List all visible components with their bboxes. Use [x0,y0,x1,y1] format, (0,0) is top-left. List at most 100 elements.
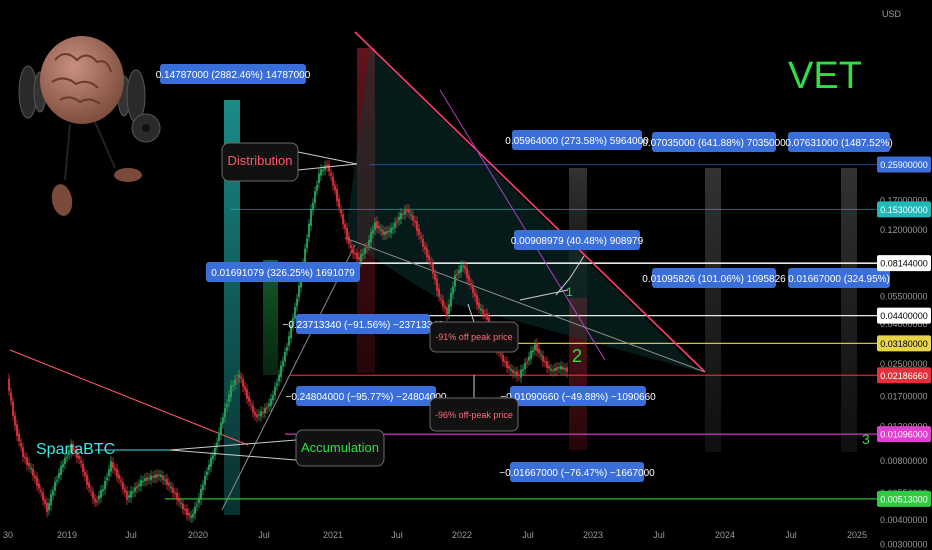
candle [292,313,294,332]
price-level-value: 0.03180000 [880,339,928,349]
candle [396,216,398,228]
price-level-value: 0.08144000 [880,259,928,269]
price-level-tag[interactable]: 0.25900000 [877,156,931,173]
candle [532,345,534,358]
measurement-label: −0.24804000 (−95.77%) −24804000 [286,392,447,403]
candle [416,216,418,237]
candle [48,498,50,516]
price-level-tag[interactable]: 0.15300000 [877,201,931,218]
price-level-tag[interactable]: 0.02186660 [877,367,931,384]
candle [96,495,98,507]
candle [342,209,344,230]
candle [118,469,120,484]
candle [354,248,356,260]
candle [336,183,338,207]
candle [322,165,324,176]
candle [564,363,566,376]
candle [332,171,334,191]
currency-label: USD [882,9,902,19]
measurement-box[interactable]: 0.01691079 (326.25%) 1691079 [206,262,360,282]
price-level-tag[interactable]: 0.04400000 [877,307,931,324]
candle [530,346,532,365]
accumulation-label: Accumulation [301,440,379,455]
price-level-tag[interactable]: 0.00513000 [877,490,931,507]
candle [180,497,182,509]
candle [454,270,456,292]
candle [182,498,184,515]
peak-96-callout[interactable]: -96% off-peak price [429,375,519,432]
measurement-box[interactable]: −0.24804000 (−95.77%) −24804000 [286,386,447,406]
measurement-box[interactable]: 0.00908979 (40.48%) 908979 [511,230,644,250]
measurement-box[interactable]: −0.23713340 (−91.56%) −23713340 [283,314,444,334]
candle [98,490,100,505]
candle [94,493,96,508]
candle [238,369,240,384]
candle [242,374,244,393]
distribution-zone-red-2 [569,298,587,450]
measurement-box[interactable]: 0.01667000 (324.95%) [788,268,890,288]
candle [32,463,34,481]
candle [394,217,396,234]
measurement-box[interactable]: 0.07035000 (641.88%) 7035000 [642,132,786,152]
candle [108,464,110,482]
candle [544,356,546,368]
candle [224,403,226,423]
candle [30,462,32,474]
candle [120,475,122,487]
measurement-label: 0.01691079 (326.25%) 1691079 [211,268,355,279]
candle [426,243,428,263]
brain-mascot-image [18,36,161,216]
candle [184,504,186,515]
peak-91-callout[interactable]: -91% off peak price [429,303,519,353]
candle [218,427,220,447]
candle [362,248,364,261]
candle [326,159,328,172]
price-candles [7,159,569,523]
x-tick-label: 2020 [188,530,208,540]
candle [476,290,478,311]
candle [296,293,298,312]
price-level-tag[interactable]: 0.08144000 [877,255,931,272]
candle [112,457,114,474]
candle [90,484,92,497]
candle [506,356,508,374]
candle [10,387,12,406]
y-tick-label: 0.04000000 [880,319,928,329]
price-level-tag[interactable]: 0.01096000 [877,426,931,443]
candle [526,357,528,368]
candle [162,470,164,486]
candle [104,476,106,495]
candle [542,350,544,367]
measurement-box[interactable]: −0.01667000 (−76.47%) −1667000 [499,462,655,482]
measurement-box[interactable]: 0.07631000 (1487.52%) [785,132,893,152]
descending-trendline [354,31,706,373]
candle [386,225,388,240]
candle [358,252,360,265]
candle [276,378,278,392]
measurement-box[interactable]: 0.05964000 (273.58%) 5964000 [505,130,649,150]
measurement-box[interactable]: 0.14787000 (2882.46%) 14787000 [156,64,311,84]
candle [566,362,568,378]
accumulation-callout[interactable]: Accumulation [169,429,385,467]
x-tick-label: Jul [125,530,137,540]
distribution-callout[interactable]: Distribution [221,142,358,182]
measurement-box[interactable]: 0.01095826 (101.06%) 1095826 [642,268,786,288]
candle [148,473,150,484]
measurement-box[interactable]: −0.01090660 (−49.88%) −1090660 [500,386,656,406]
candle [338,194,340,213]
candle [438,283,440,302]
candle [330,168,332,181]
price-level-value: 0.01096000 [880,430,928,440]
x-tick-label: 2023 [583,530,603,540]
candle [458,265,460,279]
candle [364,243,366,259]
candle [116,463,118,483]
candle [170,481,172,494]
candle [548,360,550,374]
candle [382,225,384,241]
price-level-tag[interactable]: 0.03180000 [877,335,931,352]
candle [50,489,52,511]
candle [76,445,78,464]
candle [88,477,90,494]
